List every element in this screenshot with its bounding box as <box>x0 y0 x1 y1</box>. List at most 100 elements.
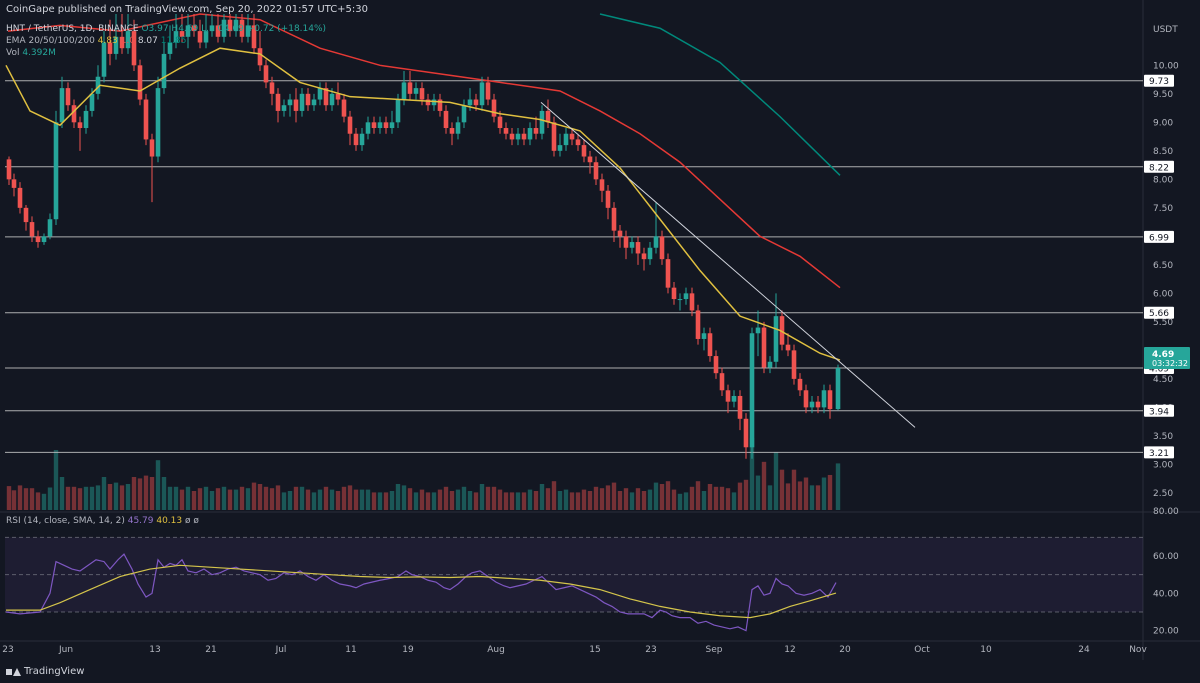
time-tick-label: Oct <box>914 645 930 655</box>
volume-bar <box>635 488 641 510</box>
candle-body <box>443 110 449 129</box>
ema200-line <box>599 13 841 176</box>
candle-body <box>767 361 773 368</box>
candle-body <box>653 236 659 248</box>
volume-bar <box>767 485 773 510</box>
price-tick-label: 3.00 <box>1153 460 1173 470</box>
candle-body <box>413 88 419 94</box>
tradingview-footer[interactable]: TradingView <box>6 666 84 677</box>
candle-body <box>383 122 389 129</box>
candle-body <box>587 156 593 163</box>
volume-bars <box>6 438 841 510</box>
candle-body <box>515 133 521 140</box>
level-label-text: 9.73 <box>1149 77 1169 87</box>
price-axis-ticks: USDT10.009.509.008.508.007.507.006.506.0… <box>1153 25 1179 499</box>
volume-bar <box>323 486 329 510</box>
countdown-text: 03:32:32 <box>1152 359 1188 368</box>
time-tick-label: Aug <box>487 645 505 655</box>
price-tick-label: 5.50 <box>1153 318 1173 328</box>
volume-bar <box>653 482 659 510</box>
candle-body <box>761 327 767 368</box>
volume-bar <box>809 485 815 510</box>
candle-body <box>77 122 83 129</box>
volume-bar <box>257 484 263 510</box>
candle-body <box>401 82 407 100</box>
candle-body <box>449 128 455 134</box>
volume-bar <box>419 489 425 510</box>
candle-body <box>107 42 113 54</box>
candle-body <box>539 110 545 134</box>
candle-body <box>527 128 533 140</box>
volume-bar <box>83 486 89 510</box>
candle-body <box>365 122 371 134</box>
current-price-box <box>1144 347 1190 370</box>
ema200-value: 11.85 <box>160 36 187 46</box>
level-label-box <box>1144 230 1174 243</box>
candle-body <box>299 93 305 111</box>
candle-body <box>473 99 479 106</box>
volume-bar <box>761 461 767 510</box>
candle-body <box>143 99 149 140</box>
level-label-text: 5.66 <box>1149 309 1169 319</box>
ema-label[interactable]: EMA 20/50/100/200 <box>6 36 95 46</box>
candle-body <box>251 25 257 49</box>
time-axis: 23 Jun 13 21 Jul 11 19 Aug 15 23 Sep 12 20 Oct 10 24 Nov <box>2 645 1147 655</box>
volume-bar <box>791 469 797 510</box>
volume-bar <box>677 493 683 510</box>
candle-body <box>11 179 17 188</box>
time-tick-label: Jun <box>58 645 73 655</box>
volume-bar <box>695 481 701 510</box>
volume-bar <box>347 485 353 510</box>
volume-bar <box>749 438 755 510</box>
volume-bar <box>479 484 485 510</box>
time-tick-label: 23 <box>645 645 656 655</box>
volume-bar <box>173 486 179 510</box>
candle-body <box>521 133 527 140</box>
volume-bar <box>827 474 833 510</box>
candle-body <box>191 25 197 32</box>
price-tick-label: 10.00 <box>1153 61 1179 71</box>
candle-body <box>425 99 431 106</box>
volume-axis-label: 80.00 <box>1153 507 1179 517</box>
volume-bar <box>731 492 737 510</box>
volume-bar <box>317 489 323 510</box>
volume-bar <box>245 488 251 510</box>
rsi-label[interactable]: RSI (14, close, SMA, 14, 2) <box>6 516 125 526</box>
volume-bar <box>161 477 167 510</box>
candle-body <box>101 42 107 77</box>
volume-bar <box>401 485 407 510</box>
candle-body <box>671 287 677 300</box>
ema100-value: 8.07 <box>137 36 158 46</box>
volume-bar <box>233 489 239 510</box>
candle-body <box>137 65 143 100</box>
candle-body <box>683 293 689 300</box>
time-tick-label: 24 <box>1078 645 1090 655</box>
volume-bar <box>737 482 743 510</box>
candle-body <box>35 236 41 243</box>
symbol-label[interactable]: HNT / TetherUS, 1D, BINANCE <box>6 24 139 34</box>
price-tick-label: 6.50 <box>1153 261 1173 271</box>
volume-bar <box>167 486 173 510</box>
candle-body <box>311 99 317 106</box>
price-tick-label: 9.00 <box>1153 118 1173 128</box>
volume-label[interactable]: Vol <box>6 48 20 58</box>
candle-body <box>497 116 503 129</box>
volume-bar <box>557 491 563 510</box>
candle-body <box>707 333 713 357</box>
volume-bar <box>563 489 569 510</box>
volume-bar <box>329 489 335 510</box>
candle-body <box>581 145 587 157</box>
volume-bar <box>17 485 23 510</box>
volume-bar <box>515 492 521 510</box>
candle-body <box>395 99 401 123</box>
candle-body <box>323 88 329 106</box>
candle-body <box>149 139 155 157</box>
volume-bar <box>377 492 383 510</box>
candle-body <box>287 99 293 106</box>
candle-body <box>827 390 833 410</box>
candle-body <box>641 253 647 260</box>
volume-bar <box>71 486 77 510</box>
candle-body <box>389 122 395 129</box>
candle-body <box>245 25 251 37</box>
